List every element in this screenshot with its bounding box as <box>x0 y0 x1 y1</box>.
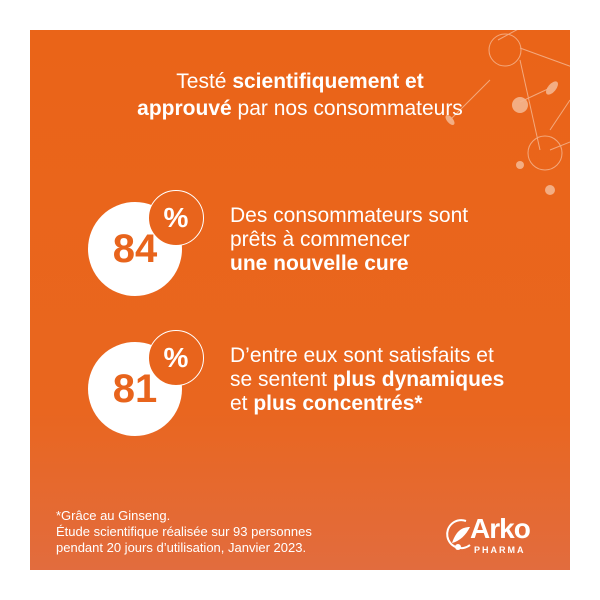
stat-value: 84 <box>112 226 158 271</box>
molecule-decoration-icon <box>445 30 570 195</box>
footnote-line: *Grâce au Ginseng. <box>56 508 171 523</box>
percent-badge: % <box>148 330 204 386</box>
stat-line: Des consommateurs sont <box>230 204 469 227</box>
stat-line: et <box>230 392 254 415</box>
percent-badge: % <box>148 190 204 246</box>
footnote-line: pendant 20 jours d’utilisation, Janvier … <box>56 540 307 555</box>
stat-description: Des consommateurs sont prêts à commencer… <box>230 204 570 276</box>
stat-line: prêts à commencer <box>230 228 410 251</box>
headline-text: par nos consommateurs <box>231 97 463 120</box>
stat-line-bold: plus concentrés* <box>253 392 423 415</box>
percent-sign: % <box>163 342 189 373</box>
stat-line: se sentent <box>230 368 333 391</box>
stat-line: D’entre eux sont satisfaits et <box>230 344 494 367</box>
logo-leaf-icon <box>446 519 471 550</box>
stat-description: D’entre eux sont satisfaits et se senten… <box>230 344 570 416</box>
arko-pharma-logo: Arko PHARMA <box>444 513 544 557</box>
logo-sub: PHARMA <box>474 545 526 555</box>
footnote-line: Étude scientifique réalisée sur 93 perso… <box>56 524 312 539</box>
promo-card: Testé scientifiquement et approuvé par n… <box>30 30 570 570</box>
headline-bold: approuvé <box>137 97 232 120</box>
stat-84: 84 % Des consommateurs sont prêts à comm… <box>88 190 568 310</box>
headline-bold: scientifiquement et <box>232 70 424 93</box>
logo-name: Arko <box>470 513 531 544</box>
stat-value: 81 <box>112 366 158 411</box>
headline: Testé scientifiquement et approuvé par n… <box>30 68 570 122</box>
percent-sign: % <box>163 202 189 233</box>
stat-line-bold: une nouvelle cure <box>230 252 409 275</box>
stat-line-bold: plus dynamiques <box>332 368 505 391</box>
stat-81: 81 % D’entre eux sont satisfaits et se s… <box>88 330 568 450</box>
headline-text: Testé <box>176 70 233 93</box>
footnote: *Grâce au Ginseng. Étude scientifique ré… <box>56 508 312 556</box>
